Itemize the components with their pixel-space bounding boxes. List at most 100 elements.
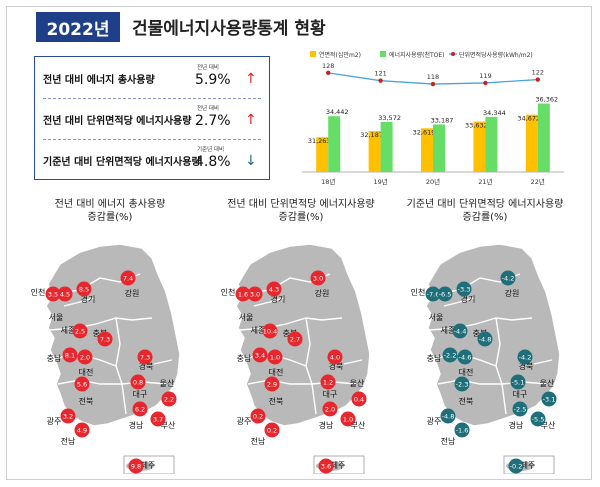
region-border <box>443 297 475 307</box>
arrow-up-icon: ↑ <box>245 112 257 128</box>
bar-value-label: 33,572 <box>378 114 401 122</box>
bar-value-label: 32,187 <box>360 131 383 139</box>
value-bubble <box>437 286 453 302</box>
bar <box>537 103 550 172</box>
bubble-value-label: 2.9 <box>267 380 277 388</box>
bubble-value-label: 0.2 <box>253 412 263 420</box>
value-bubble <box>327 349 343 365</box>
x-tick-label: 20년 <box>426 177 440 186</box>
stat-row-base: 기준년 대비 단위면적당 에너지사용량 기준년 대비 4.8% ↓ <box>35 139 269 180</box>
bubble-value-label: 3.2 <box>63 412 73 420</box>
region-label: 광주 <box>237 416 252 426</box>
value-bubble <box>322 401 338 417</box>
bar-value-label: 36,362 <box>535 96 558 104</box>
bar <box>485 116 498 172</box>
map-title-3: 기준년 대비 단위면적당 에너지사용량 증감률(%) <box>406 199 564 223</box>
bubble-value-label: 2.0 <box>325 405 335 413</box>
line-marker <box>535 77 540 82</box>
region-label: 대구 <box>133 390 148 399</box>
bubble-value-label: 5.6 <box>77 380 87 388</box>
value-bubble <box>45 286 61 302</box>
value-bubble <box>252 347 268 363</box>
bar <box>380 121 393 172</box>
bubble-value-label: 3.0 <box>250 290 260 298</box>
bubble-value-label: 0.4 <box>354 395 364 403</box>
stat-caption: 전년 대비 <box>197 65 219 71</box>
region-border <box>247 379 312 385</box>
year-badge: 2022년 <box>36 12 120 42</box>
stat-label: 전년 대비 에너지 총사용량 <box>43 75 155 86</box>
legend-marker <box>451 52 455 56</box>
region-label: 전북 <box>459 396 474 406</box>
stat-row-unit: 전년 대비 단위면적당 에너지사용량 전년 대비 2.7% ↑ <box>35 98 269 139</box>
bubble-value-label: -4.8 <box>479 335 492 343</box>
bubble-value-label: -4.4 <box>454 327 467 335</box>
region-label: 경북 <box>329 361 344 371</box>
bubble-value-label: 1.0 <box>343 415 353 423</box>
region-border <box>239 317 343 331</box>
region-border <box>533 359 553 365</box>
stat-caption: 전년 대비 <box>197 106 219 112</box>
region-label: 강원 <box>315 288 330 298</box>
value-bubble <box>456 281 472 297</box>
value-bubble <box>60 408 76 424</box>
bubble-value-label: 10.4 <box>263 327 277 335</box>
bubble-value-label: 9.8 <box>131 462 141 470</box>
stat-value: 4.8% <box>195 154 231 170</box>
value-bubble <box>320 374 336 390</box>
legend-swatch <box>380 51 386 57</box>
bubble-value-label: 1.6 <box>238 290 248 298</box>
value-bubble <box>310 270 326 286</box>
bubble-value-label: 0.2 <box>267 426 277 434</box>
bar <box>316 137 329 172</box>
value-bubble <box>76 281 92 297</box>
line-marker <box>430 81 436 87</box>
value-bubble <box>517 349 533 365</box>
region-label: 전남 <box>61 436 76 446</box>
value-bubble <box>247 286 263 302</box>
bubble-value-label: -7.6 <box>427 290 440 298</box>
region-label: 부산 <box>161 420 176 430</box>
value-bubble <box>508 458 524 474</box>
value-bubble <box>442 347 458 363</box>
value-bubble <box>457 349 473 365</box>
arrow-down-icon: ↓ <box>245 153 257 169</box>
bar <box>473 121 486 172</box>
region-label: 경북 <box>519 361 534 371</box>
bar <box>328 116 341 172</box>
value-bubble <box>262 323 278 339</box>
line-value-label: 118 <box>427 73 439 81</box>
bubble-value-label: 2.0 <box>80 353 90 361</box>
region-border <box>49 317 153 331</box>
value-bubble <box>74 422 90 438</box>
x-tick-label: 18년 <box>321 177 335 186</box>
bubble-value-label: -3.1 <box>543 395 556 403</box>
legend-label: 단위면적당사용량(kWh/m2) <box>459 51 533 59</box>
value-bubble <box>318 458 334 474</box>
bubble-value-label: 4.0 <box>330 353 340 361</box>
bar-value-label: 31,263 <box>308 137 331 145</box>
region-label: 광주 <box>47 416 62 426</box>
region-label: 대전 <box>79 367 94 377</box>
combo-chart: 연면적(십만m2) 에너지사용량(천TOE) 단위면적당사용량(kWh/m2) 31,… <box>302 51 564 186</box>
legend-swatch <box>310 51 316 57</box>
value-bubble <box>161 391 177 407</box>
bubble-value-label: 7.3 <box>100 335 110 343</box>
bubble-value-label: -2.2 <box>444 351 457 359</box>
bubble-value-label: -2.5 <box>514 405 527 413</box>
bubble-value-label: -4.8 <box>442 412 455 420</box>
bubble-value-label: 4.9 <box>77 426 87 434</box>
value-bubble <box>454 376 470 392</box>
value-bubble <box>512 401 528 417</box>
value-bubble <box>97 331 113 347</box>
bubble-value-label: 7.4 <box>123 274 133 282</box>
region-label: 강원 <box>505 288 520 298</box>
bubble-value-label: 2.2 <box>164 395 174 403</box>
region-label: 서울 <box>239 313 254 322</box>
region-label: 충남 <box>237 354 252 363</box>
legend-label: 연면적(십만m2) <box>319 51 361 59</box>
region-border <box>63 297 95 307</box>
bubble-value-label: 8.1 <box>65 351 75 359</box>
bar-value-label: 33,632 <box>465 122 488 130</box>
stat-label: 기준년 대비 단위면적당 에너지사용량 <box>43 157 201 168</box>
